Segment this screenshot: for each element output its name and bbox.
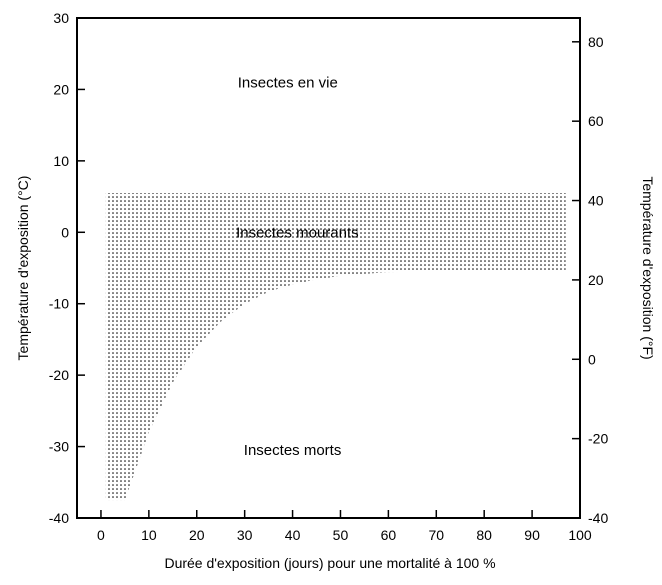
x-tick-label: 60 xyxy=(381,527,397,543)
x-tick-label: 10 xyxy=(141,527,157,543)
y-axis-title: Température d'exposition (°C) xyxy=(15,176,31,361)
y-tick-label: -10 xyxy=(49,296,69,312)
x-tick-label: 50 xyxy=(333,527,349,543)
region-label-0: Insectes en vie xyxy=(238,74,338,91)
y2-tick-label: -40 xyxy=(588,510,608,526)
y2-tick-label: 40 xyxy=(588,193,604,209)
x-axis-title: Durée d'exposition (jours) pour une mort… xyxy=(164,555,495,571)
x-tick-label: 70 xyxy=(428,527,444,543)
y-tick-label: -20 xyxy=(49,367,69,383)
y-tick-label: 30 xyxy=(53,10,69,26)
y2-axis-title: Température d'exposition (°F) xyxy=(640,176,656,359)
y2-tick-label: 80 xyxy=(588,34,604,50)
x-tick-label: 20 xyxy=(189,527,205,543)
region-label-2: Insectes morts xyxy=(244,442,342,459)
y2-axis-ticks: -40 -20 0 20 40 60 80 xyxy=(572,34,608,526)
y2-tick-label: -20 xyxy=(588,431,608,447)
x-axis-ticks: 0 10 20 30 40 50 60 70 80 90 100 xyxy=(97,510,592,543)
y-tick-label: 20 xyxy=(53,81,69,97)
y-tick-label: -30 xyxy=(49,439,69,455)
y-axis-ticks: -40 -30 -20 -10 0 10 20 30 xyxy=(49,10,85,526)
y-tick-label: -40 xyxy=(49,510,69,526)
x-tick-label: 30 xyxy=(237,527,253,543)
x-tick-label: 80 xyxy=(476,527,492,543)
x-tick-label: 100 xyxy=(568,527,592,543)
y2-tick-label: 0 xyxy=(588,351,596,367)
y2-tick-label: 60 xyxy=(588,113,604,129)
y-tick-label: 10 xyxy=(53,153,69,169)
y-tick-label: 0 xyxy=(61,224,69,240)
region-label-1: Insectes mourants xyxy=(236,224,359,241)
x-tick-label: 90 xyxy=(524,527,540,543)
x-tick-label: 40 xyxy=(285,527,301,543)
x-tick-label: 0 xyxy=(97,527,105,543)
y2-tick-label: 20 xyxy=(588,272,604,288)
